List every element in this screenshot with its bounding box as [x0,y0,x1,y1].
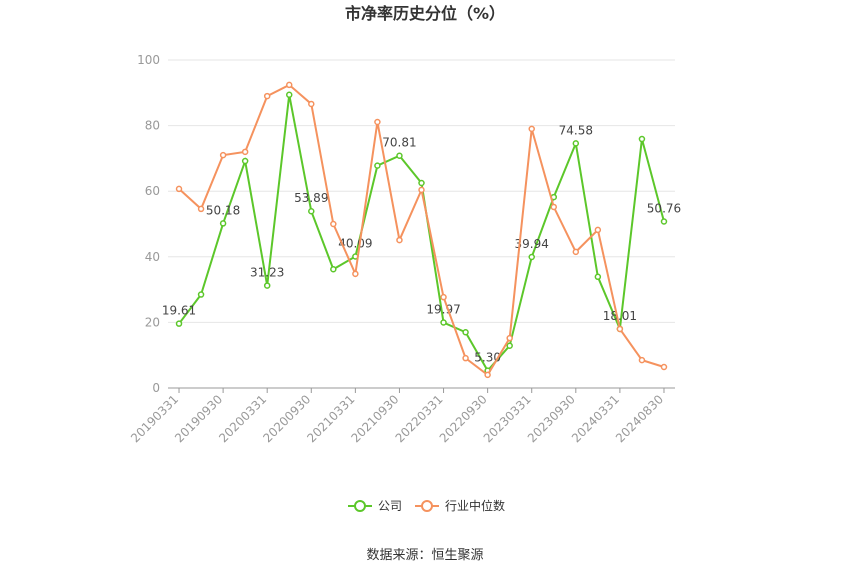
point [175,320,183,327]
point [506,334,513,342]
point [263,282,271,289]
chart-title: 市净率历史分位（%） [345,4,505,23]
point [528,125,535,133]
point [616,325,624,333]
y-tick-label: 0 [152,381,160,395]
point [462,328,469,336]
point [241,148,249,156]
point [330,266,337,273]
y-tick-label: 60 [145,184,160,198]
data-label: 53.89 [294,191,328,205]
point [638,356,646,364]
data-label: 19.97 [426,302,460,316]
point [572,248,580,256]
data-label: 39.94 [515,237,549,251]
point [241,157,249,165]
data-label: 18.01 [603,309,637,323]
point [660,218,668,225]
point [175,185,183,193]
point [594,226,602,234]
point [197,205,205,213]
point [506,342,513,349]
data-label: 74.58 [559,123,593,137]
point [396,152,403,159]
point [550,203,558,211]
point [285,91,293,99]
legend-label: 公司 [378,499,402,513]
point [572,140,580,147]
point [263,92,271,100]
point [594,273,602,281]
point [660,363,668,371]
point [396,236,403,244]
point [219,151,227,159]
point [330,220,337,228]
point [308,100,315,108]
data-label: 40.09 [338,237,372,251]
source-note: 数据来源：恒生聚源 [366,548,483,563]
point [638,135,646,143]
point [308,207,315,215]
point [374,118,381,126]
point [440,293,447,301]
data-label: 5.30 [474,351,501,365]
data-label: 50.76 [647,202,681,216]
point [440,319,447,326]
point [352,270,359,278]
point [528,253,535,261]
data-label: 19.61 [162,304,196,318]
point [374,162,381,169]
point [197,291,205,298]
legend-label: 行业中位数 [445,498,505,513]
point [418,179,425,187]
x-tick-label: 20240830 [613,392,666,445]
legend-marker [421,500,433,512]
legend-marker [354,500,366,512]
y-tick-label: 80 [145,119,160,133]
point [484,371,491,379]
data-label: 31.23 [250,266,284,280]
point [285,81,293,89]
point [418,186,425,194]
data-label: 70.81 [382,136,416,150]
y-tick-label: 20 [145,315,160,329]
point [462,354,469,362]
data-label: 50.18 [206,203,240,217]
y-tick-label: 40 [145,250,160,264]
y-tick-label: 100 [137,53,160,67]
point [219,220,227,227]
